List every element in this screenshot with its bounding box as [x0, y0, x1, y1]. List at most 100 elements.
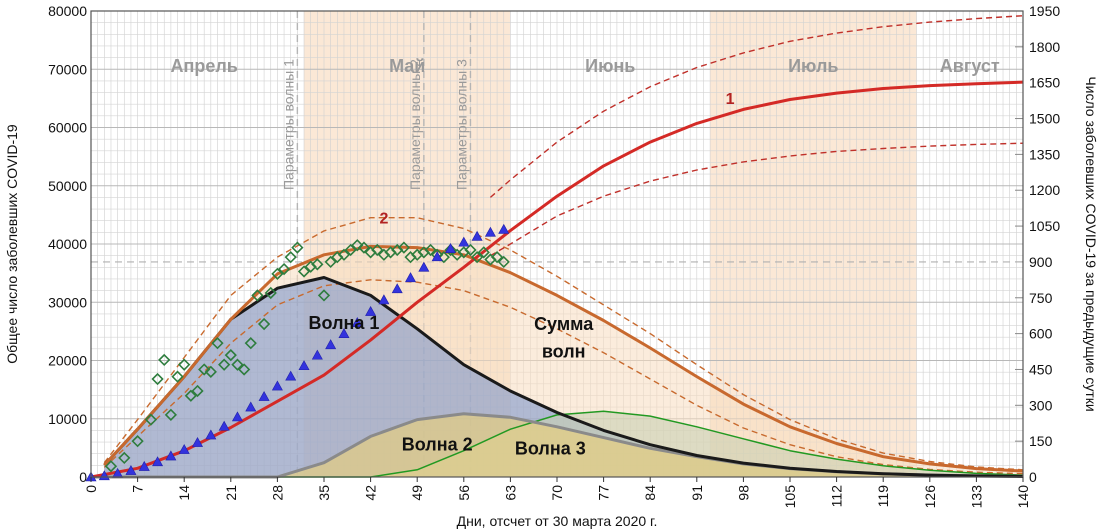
y-axis-left-title: Общее число заболевших COVID-19	[4, 124, 20, 364]
total-cases-point	[285, 370, 297, 381]
total-lower-bound-line	[490, 142, 1024, 257]
daily-cases-point	[424, 243, 437, 257]
daily-cases-point	[178, 358, 191, 371]
y-right-tick-label: 450	[1029, 361, 1053, 377]
total-cases-point	[365, 305, 377, 316]
wave-annotation: Сумма	[534, 314, 594, 334]
x-tick-label: 112	[829, 485, 845, 508]
daily-cases-point	[224, 348, 237, 362]
daily-cases-point	[291, 241, 304, 254]
y-right-tick-label: 1950	[1029, 3, 1060, 19]
observed-points	[85, 223, 510, 482]
x-tick-label: 28	[269, 485, 285, 501]
month-label: Апрель	[170, 56, 237, 76]
daily-cases-point	[118, 451, 131, 465]
daily-cases-point	[151, 372, 164, 386]
total-cases-point	[152, 456, 164, 467]
x-tick-label: 126	[922, 485, 938, 509]
total-cases-point	[471, 230, 483, 241]
x-tick-label: 56	[456, 485, 472, 501]
daily-cases-point	[324, 255, 337, 269]
daily-cases-point	[470, 251, 484, 264]
daily-cases-point	[477, 246, 490, 259]
daily-cases-point	[397, 241, 411, 254]
daily-cases-point	[284, 251, 297, 264]
total-cases-point	[205, 429, 217, 440]
daily-cases-point	[271, 267, 284, 281]
daily-cases-point	[231, 358, 244, 371]
y-right-tick-label: 1050	[1029, 218, 1060, 234]
daily-cases-point	[211, 337, 224, 350]
y-right-tick-label: 150	[1029, 433, 1053, 449]
x-tick-label: 98	[735, 485, 751, 501]
sum-line	[103, 244, 1024, 473]
daily-cases-point	[277, 262, 291, 276]
y-right-tick-label: 750	[1029, 290, 1053, 306]
total-cases-point	[231, 411, 243, 422]
total-upper-bound-line	[489, 15, 1024, 198]
daily-cases-point	[191, 384, 204, 398]
x-tick-label: 35	[316, 485, 332, 501]
month-label: Май	[389, 56, 425, 76]
daily-cases-point	[490, 251, 504, 264]
x-tick-label: 63	[502, 485, 518, 501]
x-tick-label: 77	[596, 485, 612, 501]
daily-cases-point	[104, 460, 118, 473]
total-cases-point	[418, 261, 430, 272]
x-tick-label: 133	[968, 485, 984, 509]
total-cases-point	[218, 420, 230, 431]
wave1-area	[104, 277, 1024, 477]
wave-annotation: Волна 2	[402, 435, 473, 455]
month-label: Август	[940, 56, 1000, 76]
y-left-tick-label: 60000	[48, 120, 87, 136]
daily-cases-point	[371, 243, 384, 257]
daily-cases-point	[198, 363, 211, 376]
y-right-tick-label: 1500	[1029, 111, 1060, 127]
total-cases-point	[311, 349, 323, 360]
y-right-tick-label: 900	[1029, 254, 1053, 270]
total-cases-point	[298, 360, 310, 371]
x-tick-label: 14	[176, 485, 192, 501]
total-cases-point	[431, 251, 443, 262]
total-cases-point	[484, 226, 496, 237]
total-cases-point	[258, 390, 270, 401]
month-label: Июль	[788, 56, 838, 76]
y-right-tick-label: 1350	[1029, 146, 1060, 162]
y-right-tick-label: 1200	[1029, 182, 1060, 198]
daily-cases-point	[184, 389, 197, 402]
daily-cases-point	[257, 317, 271, 331]
daily-cases-point	[311, 258, 324, 271]
chart-labels: Дни, отсчет от 30 марта 2020 г. Общее чи…	[4, 56, 1099, 529]
total-cases-point	[458, 236, 470, 247]
x-tick-label: 140	[1015, 485, 1031, 509]
axes: 0 7 14 21 28 35 42 49 56 63 70 77 84 91 98 105 112 119 126…	[48, 3, 1060, 508]
daily-cases-point	[144, 413, 158, 426]
series-lines	[90, 15, 1024, 479]
daily-cases-point	[251, 289, 264, 302]
total-cases-point	[245, 401, 257, 412]
total-cases-point	[325, 339, 337, 350]
daily-cases-point	[264, 286, 277, 300]
y-right-tick-label: 0	[1029, 469, 1037, 485]
daily-cases-point	[237, 363, 251, 376]
series-number-label: 1	[726, 91, 735, 108]
daily-cases-point	[171, 370, 184, 383]
daily-cases-point	[497, 255, 510, 269]
wave-fills	[91, 246, 1024, 477]
y-right-tick-label: 300	[1029, 397, 1053, 413]
daily-cases-point	[351, 239, 364, 252]
x-tick-label: 42	[363, 485, 379, 501]
daily-cases-point	[164, 408, 178, 421]
total-cases-point	[338, 328, 350, 339]
y-right-tick-label: 1800	[1029, 39, 1060, 55]
wave2-area	[91, 413, 1023, 477]
daily-cases-point	[344, 243, 357, 257]
y-left-tick-label: 70000	[48, 61, 87, 77]
daily-cases-point	[337, 248, 351, 261]
y-left-tick-label: 0	[79, 469, 87, 485]
wave3-line	[91, 410, 1024, 478]
total-cases-point	[125, 464, 137, 475]
total-cases-point	[498, 223, 510, 234]
parameter-marker-label: Параметры волны 2	[407, 59, 423, 190]
wave-annotation: Волна 1	[309, 313, 380, 333]
